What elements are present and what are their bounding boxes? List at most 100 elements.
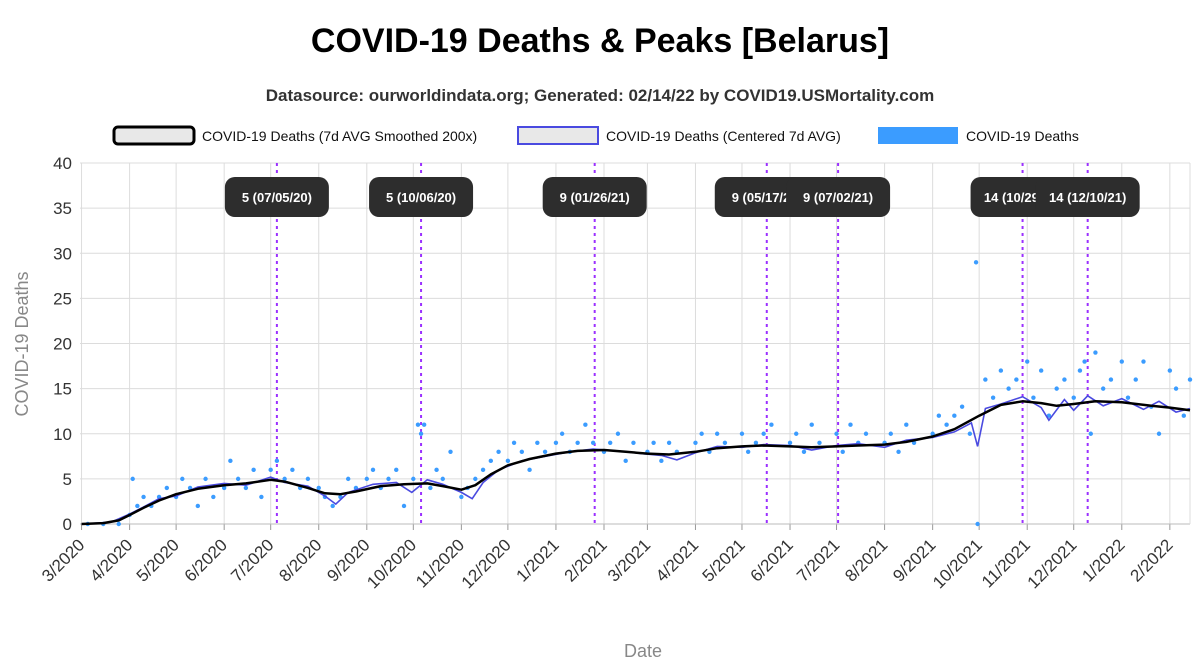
data-point bbox=[282, 476, 287, 482]
data-point bbox=[583, 422, 588, 427]
x-tick-label: 6/2021 bbox=[747, 535, 797, 585]
data-point bbox=[228, 458, 233, 464]
data-point bbox=[386, 476, 391, 482]
data-point bbox=[305, 476, 311, 482]
data-point bbox=[666, 440, 672, 445]
peak-label: 9 (07/02/21) bbox=[786, 177, 891, 217]
data-point bbox=[1108, 377, 1114, 382]
x-tick-label: 5/2021 bbox=[699, 535, 749, 585]
x-tick-label: 7/2020 bbox=[227, 535, 277, 585]
data-point bbox=[761, 431, 766, 436]
data-point bbox=[1156, 431, 1162, 436]
data-point bbox=[394, 467, 399, 473]
data-point bbox=[553, 440, 559, 445]
data-point bbox=[480, 467, 486, 473]
data-point bbox=[801, 449, 807, 454]
data-point bbox=[607, 440, 613, 445]
legend-label-centered: COVID-19 Deaths (Centered 7d AVG) bbox=[606, 128, 841, 144]
data-point bbox=[739, 431, 745, 436]
data-point bbox=[415, 422, 421, 427]
peak-label-text: 9 (07/02/21) bbox=[803, 190, 873, 205]
x-tick-label: 11/2020 bbox=[412, 535, 468, 591]
data-point bbox=[623, 458, 628, 464]
x-tick-label: 10/2020 bbox=[363, 535, 420, 592]
data-point bbox=[1167, 368, 1173, 373]
x-tick-label: 8/2020 bbox=[275, 535, 325, 585]
x-tick-label: 1/2022 bbox=[1078, 535, 1128, 585]
data-point bbox=[1025, 359, 1030, 364]
data-point bbox=[1125, 395, 1131, 400]
data-point bbox=[714, 431, 720, 436]
data-point bbox=[130, 476, 135, 482]
data-point bbox=[135, 503, 140, 509]
data-point bbox=[448, 449, 453, 454]
data-point bbox=[1093, 350, 1098, 355]
peak-label-box bbox=[369, 177, 474, 217]
data-point bbox=[116, 521, 121, 527]
data-point bbox=[983, 377, 988, 382]
legend: COVID-19 Deaths (7d AVG Smoothed 200x) C… bbox=[112, 125, 1079, 146]
data-point bbox=[590, 440, 596, 445]
data-point bbox=[967, 431, 973, 436]
data-point bbox=[401, 503, 407, 509]
legend-swatch-centered bbox=[517, 126, 599, 145]
data-point bbox=[975, 521, 980, 527]
series-daily-points bbox=[85, 260, 1193, 527]
data-point bbox=[973, 260, 979, 265]
data-point bbox=[794, 431, 799, 436]
data-point bbox=[848, 422, 853, 427]
data-point bbox=[1006, 386, 1011, 391]
data-point bbox=[535, 440, 540, 445]
data-point bbox=[268, 467, 273, 473]
data-point bbox=[1038, 368, 1044, 373]
data-point bbox=[235, 476, 241, 482]
data-point bbox=[221, 485, 227, 491]
data-point bbox=[1031, 395, 1036, 400]
data-point bbox=[243, 485, 249, 491]
data-point bbox=[615, 431, 621, 436]
peak-label-text: 14 (12/10/21) bbox=[1049, 190, 1126, 205]
x-tick-label: 6/2020 bbox=[181, 535, 231, 585]
y-tick-label: 40 bbox=[53, 154, 72, 173]
data-point bbox=[952, 413, 957, 418]
peak-label: 5 (10/06/20) bbox=[369, 177, 474, 217]
data-point bbox=[364, 476, 370, 482]
data-point bbox=[745, 449, 751, 454]
data-point bbox=[699, 431, 704, 436]
data-point bbox=[203, 476, 208, 482]
data-point bbox=[141, 494, 146, 500]
y-tick-label: 10 bbox=[53, 425, 72, 444]
data-point bbox=[575, 440, 580, 445]
data-point bbox=[651, 440, 656, 445]
data-point bbox=[473, 476, 478, 482]
data-point bbox=[542, 449, 548, 454]
data-point bbox=[659, 458, 664, 464]
data-point bbox=[180, 476, 185, 482]
peak-label-box bbox=[1035, 177, 1140, 217]
series-line-centered bbox=[81, 394, 1191, 525]
peak-label-box bbox=[224, 177, 329, 217]
data-point bbox=[896, 449, 901, 454]
x-tick-label: 2/2022 bbox=[1126, 535, 1176, 585]
data-point bbox=[1141, 359, 1146, 364]
data-point bbox=[290, 467, 295, 473]
data-point bbox=[990, 395, 996, 400]
data-point bbox=[834, 431, 839, 436]
data-point bbox=[1082, 359, 1087, 364]
x-tick-label: 4/2020 bbox=[86, 535, 136, 585]
peak-labels: 5 (07/05/20) 5 (10/06/20) 9 (01/26/21) 9 (0… bbox=[224, 177, 1140, 217]
data-point bbox=[511, 440, 517, 445]
y-tick-label: 0 bbox=[63, 515, 72, 534]
axes: 0 5 10 15 20 25 30 35 40 3/20204/20205/20206/2020… bbox=[38, 154, 1191, 592]
y-tick-label: 35 bbox=[53, 199, 72, 218]
data-point bbox=[1181, 413, 1186, 418]
series-centered-line bbox=[81, 394, 1191, 525]
data-point bbox=[459, 494, 464, 500]
x-tick-label: 5/2020 bbox=[133, 535, 183, 585]
data-point bbox=[722, 440, 728, 445]
peak-label-text: 5 (07/05/20) bbox=[242, 190, 312, 205]
x-tick-label: 12/2020 bbox=[458, 535, 515, 592]
data-point bbox=[904, 422, 909, 427]
data-point bbox=[1119, 359, 1124, 364]
data-point bbox=[693, 440, 698, 445]
